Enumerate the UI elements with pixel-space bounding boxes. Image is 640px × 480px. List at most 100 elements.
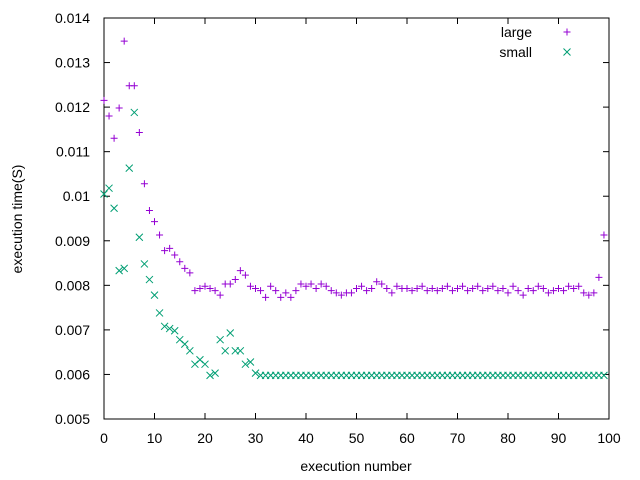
- data-point-small: [165, 324, 174, 333]
- data-point-large: [595, 273, 603, 281]
- x-tick-label: 0: [100, 430, 108, 446]
- data-point-large: [246, 282, 254, 290]
- data-point-large: [544, 289, 552, 297]
- data-point-large: [454, 284, 461, 292]
- data-point-large: [443, 282, 451, 290]
- data-point-large: [231, 276, 239, 284]
- data-point-large: [196, 284, 204, 292]
- data-point-small: [241, 360, 250, 369]
- data-point-large: [383, 284, 391, 292]
- data-point-small: [130, 108, 139, 117]
- data-point-small: [125, 164, 134, 173]
- data-point-large: [236, 267, 244, 275]
- data-point-large: [322, 282, 330, 290]
- series-small: [100, 108, 608, 380]
- data-point-large: [539, 284, 547, 292]
- data-point-large: [317, 280, 325, 288]
- data-point-small: [246, 358, 255, 366]
- data-point-large: [570, 284, 578, 292]
- data-point-small: [140, 260, 149, 268]
- legend-marker-small: [563, 48, 571, 56]
- data-point-large: [418, 282, 426, 290]
- data-point-large: [145, 206, 153, 214]
- data-point-large: [191, 287, 199, 295]
- data-point-large: [226, 280, 234, 288]
- data-point-large: [211, 287, 219, 295]
- x-tick-label: 70: [450, 430, 466, 446]
- x-tick-label: 100: [597, 430, 621, 446]
- data-point-small: [251, 369, 260, 377]
- y-tick-label: 0.014: [55, 10, 90, 26]
- data-point-large: [373, 278, 381, 286]
- data-point-small: [226, 329, 235, 337]
- data-point-large: [549, 287, 557, 295]
- data-point-large: [262, 293, 270, 301]
- data-point-large: [302, 282, 310, 290]
- data-point-large: [307, 280, 315, 288]
- data-point-large: [105, 112, 113, 120]
- data-point-large: [534, 282, 542, 290]
- data-point-large: [403, 284, 411, 292]
- data-point-large: [600, 231, 608, 239]
- data-point-large: [140, 180, 148, 188]
- data-point-small: [120, 264, 129, 273]
- x-tick-label: 60: [399, 430, 415, 446]
- data-point-large: [413, 284, 421, 292]
- data-point-large: [241, 271, 249, 279]
- data-point-large: [206, 284, 214, 292]
- data-point-large: [151, 218, 158, 226]
- data-point-large: [312, 284, 320, 292]
- data-point-large: [171, 251, 179, 259]
- x-tick-label: 30: [248, 430, 264, 446]
- data-point-large: [438, 284, 446, 292]
- y-tick-label: 0.01: [63, 188, 90, 204]
- y-tick-label: 0.005: [55, 411, 90, 427]
- data-point-large: [590, 289, 598, 297]
- y-tick-label: 0.009: [55, 233, 90, 249]
- x-axis-label: execution number: [300, 458, 412, 474]
- data-point-small: [170, 326, 179, 335]
- plot-frame: [103, 17, 610, 420]
- data-point-large: [448, 287, 456, 295]
- data-point-large: [494, 287, 502, 295]
- data-point-large: [176, 258, 184, 266]
- data-point-large: [156, 231, 164, 239]
- y-axis-label: execution time(S): [9, 165, 25, 274]
- data-point-large: [484, 284, 492, 292]
- data-point-small: [145, 275, 154, 284]
- data-point-small: [216, 335, 225, 344]
- data-point-large: [580, 289, 588, 297]
- legend-marker-symbol-large: [563, 28, 571, 36]
- data-point-large: [135, 129, 143, 137]
- data-point-large: [514, 287, 522, 295]
- y-tick-label: 0.011: [56, 144, 90, 160]
- data-point-small: [115, 266, 124, 275]
- data-point-small: [600, 371, 608, 380]
- legend-marker-large: [563, 28, 571, 36]
- data-point-small: [150, 291, 159, 299]
- data-point-large: [277, 293, 285, 301]
- data-point-large: [499, 284, 507, 292]
- data-point-large: [130, 82, 138, 90]
- data-point-large: [519, 291, 527, 299]
- data-point-large: [560, 287, 568, 295]
- data-point-large: [509, 282, 517, 290]
- x-tick-label: 20: [197, 430, 213, 446]
- data-point-large: [287, 293, 295, 301]
- x-tick-label: 10: [147, 430, 163, 446]
- data-point-large: [585, 291, 593, 299]
- data-point-large: [267, 282, 275, 290]
- data-point-small: [180, 340, 189, 349]
- data-point-large: [292, 287, 300, 295]
- data-point-large: [464, 287, 472, 295]
- data-point-large: [378, 280, 386, 288]
- data-point-large: [100, 96, 108, 104]
- data-point-large: [474, 282, 482, 290]
- data-point-large: [555, 284, 562, 292]
- data-point-large: [282, 289, 290, 297]
- x-tick-label: 90: [551, 430, 567, 446]
- data-point-large: [201, 282, 209, 290]
- data-point-large: [272, 287, 280, 295]
- data-point-large: [252, 284, 259, 292]
- data-point-large: [368, 284, 376, 292]
